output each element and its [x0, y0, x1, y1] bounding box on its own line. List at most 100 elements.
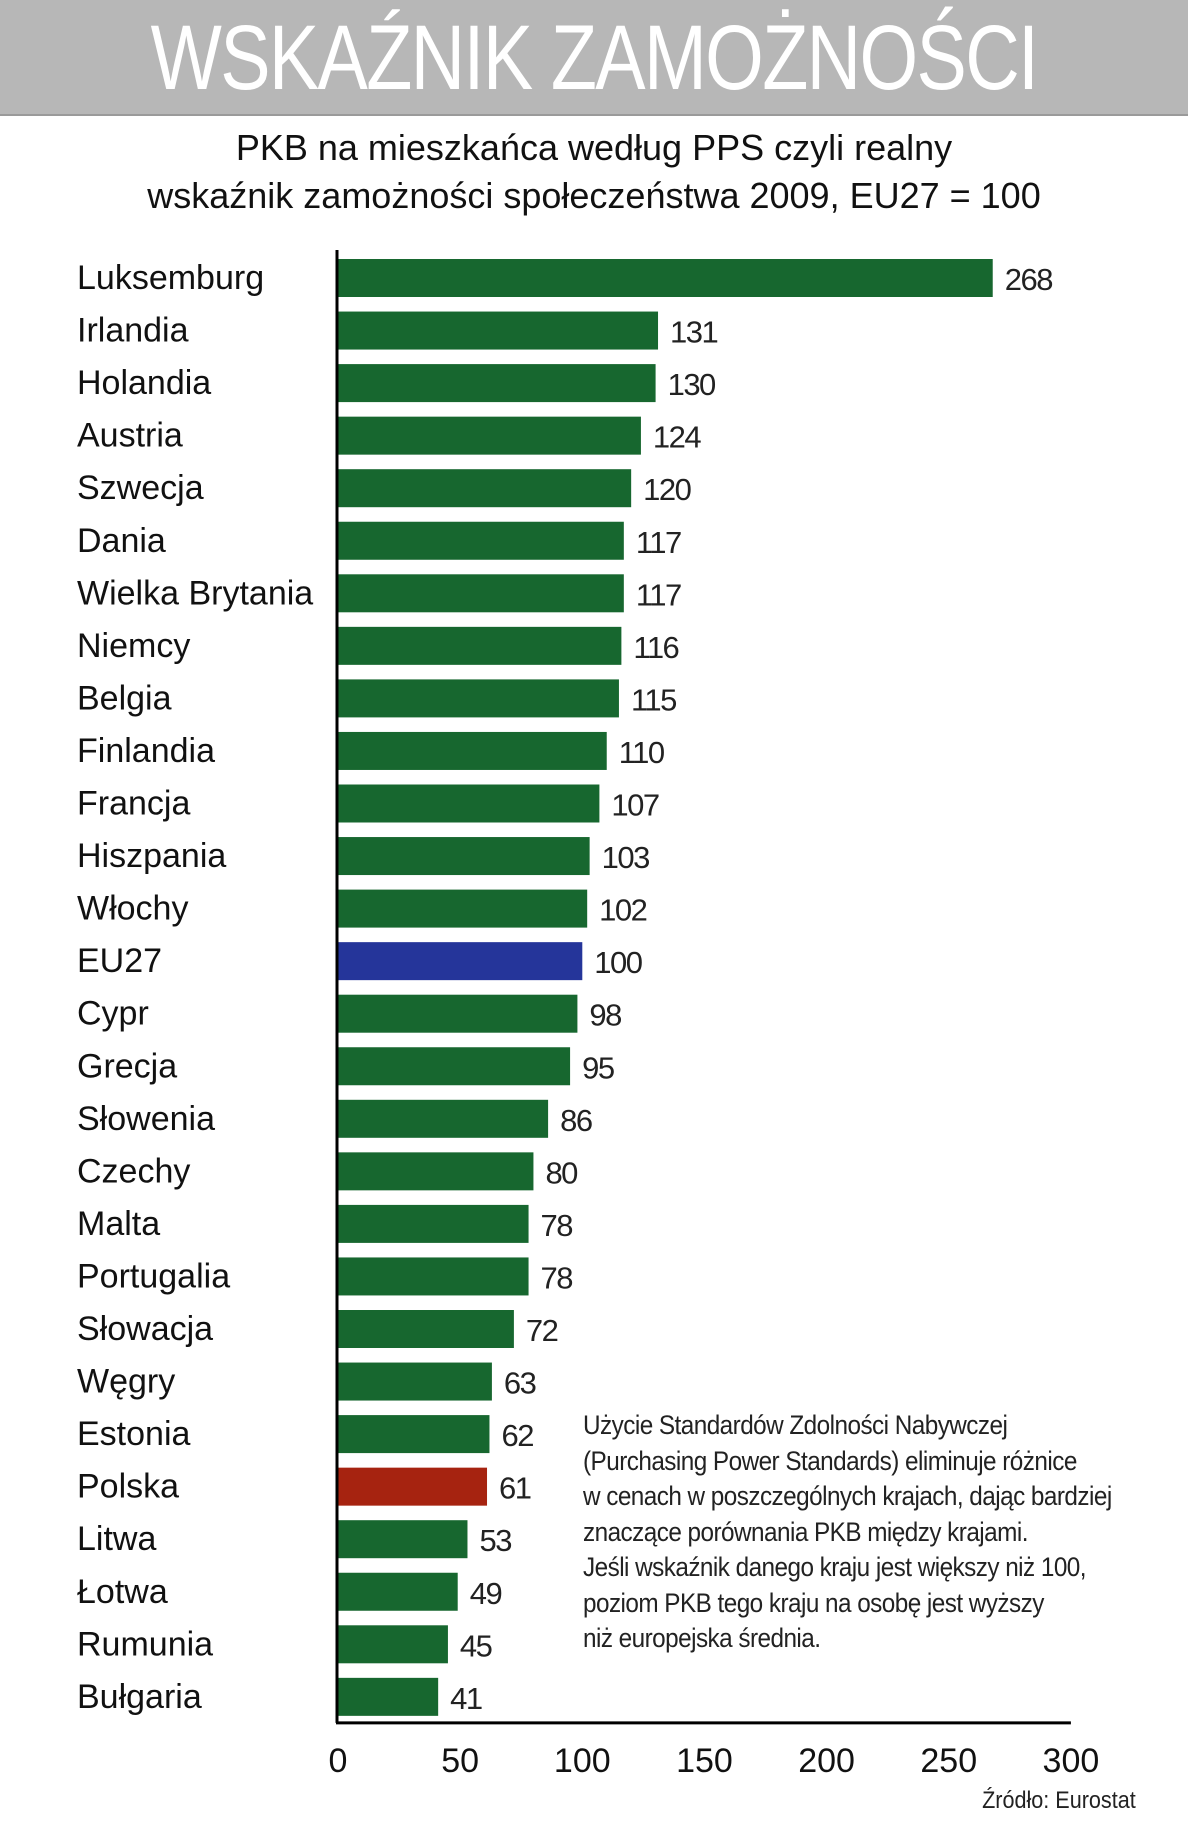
category-label: Dania [77, 522, 166, 560]
category-label: Hiszpania [77, 837, 226, 875]
bar-austria [338, 416, 641, 455]
category-label: Cypr [77, 995, 149, 1033]
subtitle-line-1: PKB na mieszkańca według PPS czyli realn… [235, 127, 953, 168]
category-label: Słowacja [77, 1310, 213, 1348]
category-label: Finlandia [77, 732, 215, 770]
category-label: Austria [77, 417, 183, 455]
category-label: Szwecja [77, 469, 204, 507]
value-label: 61 [499, 1471, 531, 1506]
value-label: 78 [541, 1260, 573, 1295]
bar-grecja [338, 1047, 571, 1086]
value-label: 45 [460, 1628, 492, 1663]
bar-francja [338, 784, 600, 823]
page-title: WSKAŹNIK ZAMOŻNOŚCI [150, 7, 1039, 109]
category-label: Słowenia [77, 1100, 215, 1138]
category-label: Rumunia [77, 1625, 213, 1663]
bar-hiszpania [338, 837, 590, 876]
category-label: Bułgaria [77, 1678, 202, 1716]
value-label: 63 [504, 1366, 536, 1401]
bar-holandia [338, 364, 656, 403]
value-label: 103 [602, 840, 649, 875]
category-label: Belgia [77, 679, 172, 717]
value-label: 78 [541, 1208, 573, 1243]
bar-wielka-brytania [338, 574, 624, 613]
note-line: znaczące porównania PKB między krajami. [583, 1516, 1028, 1547]
value-label: 102 [599, 893, 646, 928]
value-label: 80 [545, 1155, 578, 1190]
category-label: Grecja [77, 1047, 177, 1085]
category-label: Estonia [77, 1415, 190, 1453]
bar-czechy [338, 1152, 534, 1191]
bar-rumunia [338, 1625, 448, 1664]
value-label: 86 [560, 1103, 592, 1138]
source-credit: Źródło: Eurostat [982, 1787, 1136, 1814]
bar-irlandia [338, 311, 659, 350]
value-label: 49 [470, 1576, 502, 1611]
x-tick-label: 0 [329, 1742, 348, 1776]
value-label: 107 [611, 788, 658, 823]
category-label: Francja [77, 785, 190, 823]
note-line: Jeśli wskaźnik danego kraju jest większy… [583, 1552, 1087, 1582]
explanatory-note: Użycie Standardów Zdolności Nabywczej (P… [583, 1408, 1123, 1657]
subtitle-line-2: wskaźnik zamożności społeczeństwa 2009, … [147, 175, 1041, 216]
note-line: w cenach w poszczególnych krajach, dając… [583, 1481, 1112, 1511]
category-label: Polska [77, 1468, 179, 1506]
category-label: Niemcy [77, 627, 190, 665]
bar-cypr [338, 994, 578, 1033]
category-label: Holandia [77, 364, 211, 402]
value-label: 62 [501, 1418, 533, 1453]
note-line: Użycie Standardów Zdolności Nabywczej [583, 1410, 1008, 1440]
category-label: Irlandia [77, 312, 189, 350]
x-tick-label: 150 [676, 1742, 733, 1776]
bar-bułgaria [338, 1677, 439, 1716]
value-label: 131 [670, 315, 717, 350]
value-label: 95 [582, 1050, 614, 1085]
x-tick-label: 50 [441, 1742, 479, 1776]
category-label: Węgry [77, 1363, 175, 1401]
value-label: 110 [619, 735, 665, 770]
value-label: 120 [643, 472, 691, 507]
title-bar: WSKAŹNIK ZAMOŻNOŚCI [0, 0, 1188, 116]
value-label: 116 [633, 630, 678, 665]
x-tick-label: 100 [554, 1742, 611, 1776]
category-label: Wielka Brytania [77, 574, 313, 612]
value-label: 268 [1005, 262, 1052, 297]
bar-chart: Luksemburg 268 Irlandia 131 Holandia 130 Austr… [77, 250, 1100, 1776]
note-line: poziom PKB tego kraju na osobę jest wyżs… [583, 1587, 1044, 1618]
bar-szwecja [338, 469, 632, 508]
value-label: 72 [526, 1313, 558, 1348]
bar-portugalia [338, 1257, 529, 1296]
category-label: Włochy [77, 890, 188, 928]
category-label: Czechy [77, 1152, 190, 1190]
value-label: 117 [636, 577, 681, 612]
value-label: 100 [594, 945, 642, 980]
x-tick-label: 300 [1043, 1742, 1100, 1776]
note-line: niż europejska średnia. [583, 1623, 821, 1653]
x-tick-label: 200 [798, 1742, 855, 1776]
category-label: Portugalia [77, 1257, 230, 1295]
bar-finlandia [338, 731, 607, 770]
chart-subtitle: PKB na mieszkańca według PPS czyli realn… [40, 124, 1148, 220]
bar-łotwa [338, 1572, 458, 1611]
bar-dania [338, 521, 624, 560]
value-label: 130 [668, 367, 716, 402]
category-label: Luksemburg [77, 259, 264, 297]
value-label: 124 [653, 420, 701, 455]
value-label: 53 [479, 1523, 511, 1558]
bar-malta [338, 1204, 529, 1243]
bar-estonia [338, 1415, 490, 1454]
bar-eu27 [338, 942, 583, 981]
bar-litwa [338, 1520, 468, 1559]
bar-włochy [338, 889, 588, 928]
category-label: Malta [77, 1205, 160, 1243]
bar-polska [338, 1467, 488, 1506]
bar-węgry [338, 1362, 492, 1401]
x-tick-label: 250 [920, 1742, 977, 1776]
bar-słowenia [338, 1099, 549, 1138]
category-label: Łotwa [77, 1573, 168, 1611]
value-label: 115 [631, 682, 676, 717]
note-line: (Purchasing Power Standards) eliminuje r… [583, 1445, 1077, 1476]
category-label: Litwa [77, 1520, 156, 1558]
category-label: EU27 [77, 942, 162, 980]
bar-niemcy [338, 626, 622, 665]
